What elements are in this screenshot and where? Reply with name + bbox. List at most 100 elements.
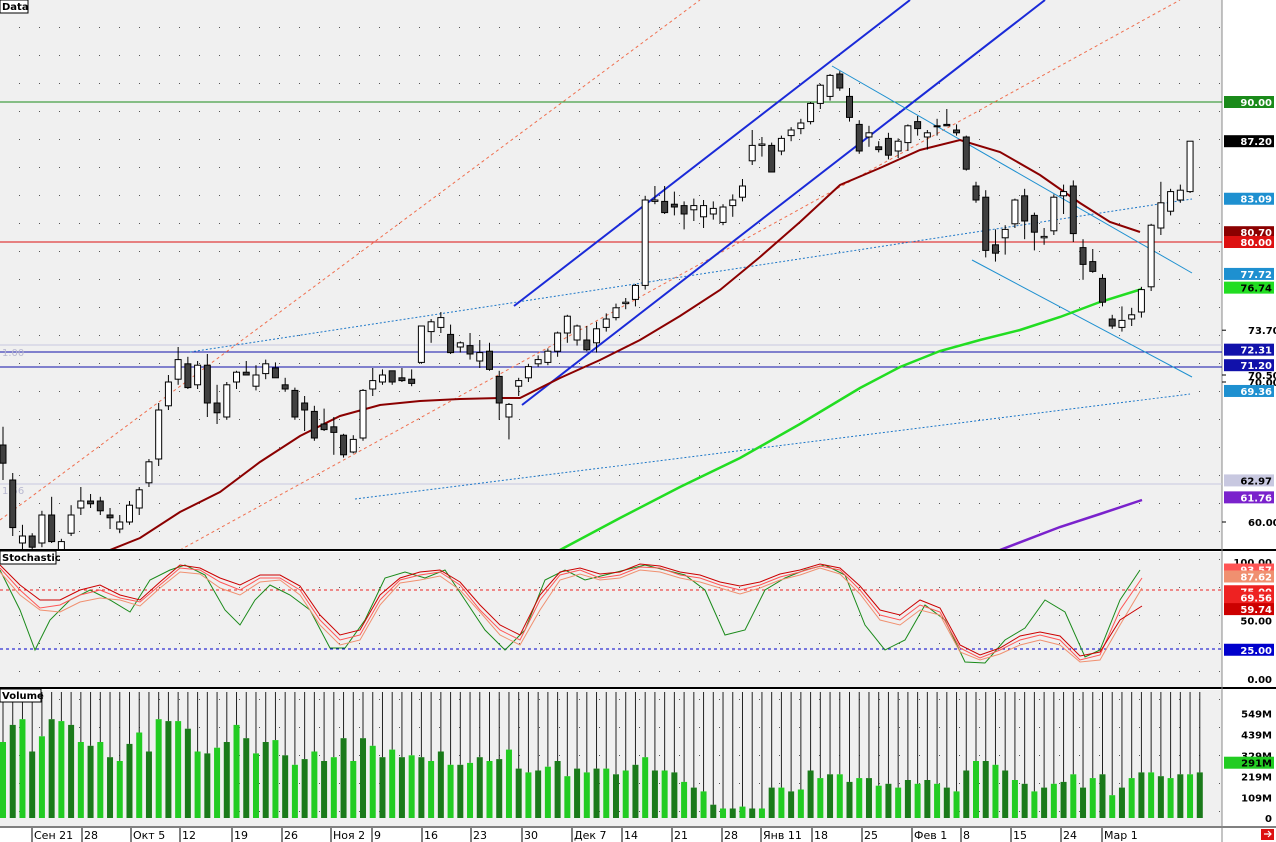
volume-bar[interactable]	[661, 770, 668, 819]
candle[interactable]	[456, 341, 464, 353]
volume-bar[interactable]	[710, 804, 717, 818]
candle[interactable]	[573, 324, 581, 346]
candle[interactable]	[875, 141, 883, 153]
stoch-badge[interactable]: 69.56	[1224, 591, 1274, 605]
volume-bar[interactable]	[865, 778, 872, 818]
volume-bar[interactable]	[68, 724, 75, 818]
candle[interactable]	[408, 369, 416, 387]
volume-bar[interactable]	[0, 742, 6, 818]
volume-bar[interactable]	[856, 778, 863, 818]
volume-bar[interactable]	[700, 791, 707, 818]
candle[interactable]	[447, 324, 455, 354]
candle[interactable]	[943, 109, 951, 127]
candle[interactable]	[1011, 198, 1019, 228]
volume-bar[interactable]	[535, 770, 542, 819]
candle[interactable]	[670, 191, 678, 216]
volume-bar[interactable]	[496, 759, 503, 818]
volume-bar[interactable]	[807, 770, 814, 819]
volume-bar[interactable]	[1060, 781, 1067, 818]
candle[interactable]	[57, 538, 65, 564]
channel-lower[interactable]	[521, 0, 1046, 406]
candle[interactable]	[242, 361, 250, 376]
volume-bar[interactable]	[758, 808, 765, 819]
volume-bar[interactable]	[1070, 774, 1077, 818]
candle[interactable]	[1108, 314, 1116, 329]
candle[interactable]	[593, 321, 601, 353]
ma-purple[interactable]	[999, 498, 1143, 550]
volume-bar[interactable]	[895, 787, 902, 818]
volume-bar[interactable]	[87, 745, 94, 818]
volume-bar[interactable]	[116, 761, 123, 818]
volume-bar[interactable]	[19, 719, 26, 818]
volume-bar[interactable]	[768, 787, 775, 818]
price-badge[interactable]: 83.09	[1224, 192, 1274, 206]
volume-bar[interactable]	[564, 776, 571, 818]
volume-bar[interactable]	[924, 780, 931, 818]
volume-bar[interactable]	[505, 749, 512, 818]
candle[interactable]	[962, 135, 970, 171]
volume-bar[interactable]	[29, 751, 36, 819]
volume-bar[interactable]	[1031, 791, 1038, 818]
price-badge[interactable]: 76.74	[1224, 281, 1274, 295]
candle[interactable]	[709, 201, 717, 220]
volume-bar[interactable]	[175, 721, 182, 818]
volume-bar[interactable]	[428, 761, 435, 818]
volume-bar[interactable]	[1050, 783, 1057, 818]
candle[interactable]	[826, 74, 834, 101]
candle[interactable]	[738, 179, 746, 202]
candle[interactable]	[855, 120, 863, 154]
volume-bar[interactable]	[1080, 787, 1087, 818]
volume-bar[interactable]	[593, 768, 600, 818]
candle[interactable]	[291, 387, 299, 420]
trend-line-orange-lower[interactable]	[180, 0, 1181, 550]
candle[interactable]	[378, 369, 386, 385]
volume-bar[interactable]	[155, 719, 162, 818]
stoch-line-darkred[interactable]	[0, 563, 1143, 657]
candle[interactable]	[1118, 306, 1126, 332]
volume-bar[interactable]	[457, 764, 464, 818]
volume-bar[interactable]	[1148, 772, 1155, 818]
volume-bar[interactable]	[729, 808, 736, 819]
candle[interactable]	[631, 284, 639, 307]
candle[interactable]	[972, 181, 980, 203]
volume-bar[interactable]	[1041, 787, 1048, 818]
stoch-badge[interactable]: 59.74	[1224, 603, 1274, 616]
candle[interactable]	[933, 118, 941, 136]
candle[interactable]	[271, 362, 279, 379]
candle[interactable]	[125, 501, 133, 525]
volume-bar[interactable]	[272, 740, 279, 818]
volume-bar[interactable]	[690, 787, 697, 818]
volume-bar[interactable]	[369, 745, 376, 818]
candle[interactable]	[1167, 188, 1175, 216]
volume-bar[interactable]	[48, 719, 55, 818]
volume-bar[interactable]	[398, 757, 405, 818]
candle[interactable]	[340, 433, 348, 458]
volume-bar[interactable]	[291, 764, 298, 818]
candle[interactable]	[28, 533, 36, 557]
volume-bar[interactable]	[651, 770, 658, 819]
candle[interactable]	[554, 331, 562, 357]
price-badge[interactable]: 62.97	[1224, 474, 1274, 487]
volume-bar[interactable]	[827, 774, 834, 818]
candle[interactable]	[524, 363, 532, 382]
volume-bar[interactable]	[943, 787, 950, 818]
volume-bar[interactable]	[749, 808, 756, 819]
candle[interactable]	[77, 487, 85, 515]
candle[interactable]	[310, 405, 318, 441]
volume-bar[interactable]	[963, 770, 970, 819]
volume-bar[interactable]	[107, 757, 114, 818]
volume-bar[interactable]	[973, 761, 979, 818]
volume-bar[interactable]	[1177, 774, 1184, 818]
candle[interactable]	[748, 130, 756, 165]
stoch-line-red[interactable]	[0, 565, 1143, 661]
candle[interactable]	[1157, 181, 1165, 235]
volume-bar[interactable]	[77, 742, 84, 818]
volume-bar[interactable]	[1099, 774, 1106, 818]
candle[interactable]	[1001, 225, 1009, 255]
candle[interactable]	[48, 496, 56, 543]
candle[interactable]	[563, 314, 571, 343]
ma-dark-red[interactable]	[109, 138, 1141, 550]
desc-channel-upper[interactable]	[831, 65, 1193, 274]
candle[interactable]	[1069, 180, 1077, 242]
candle[interactable]	[155, 403, 163, 466]
